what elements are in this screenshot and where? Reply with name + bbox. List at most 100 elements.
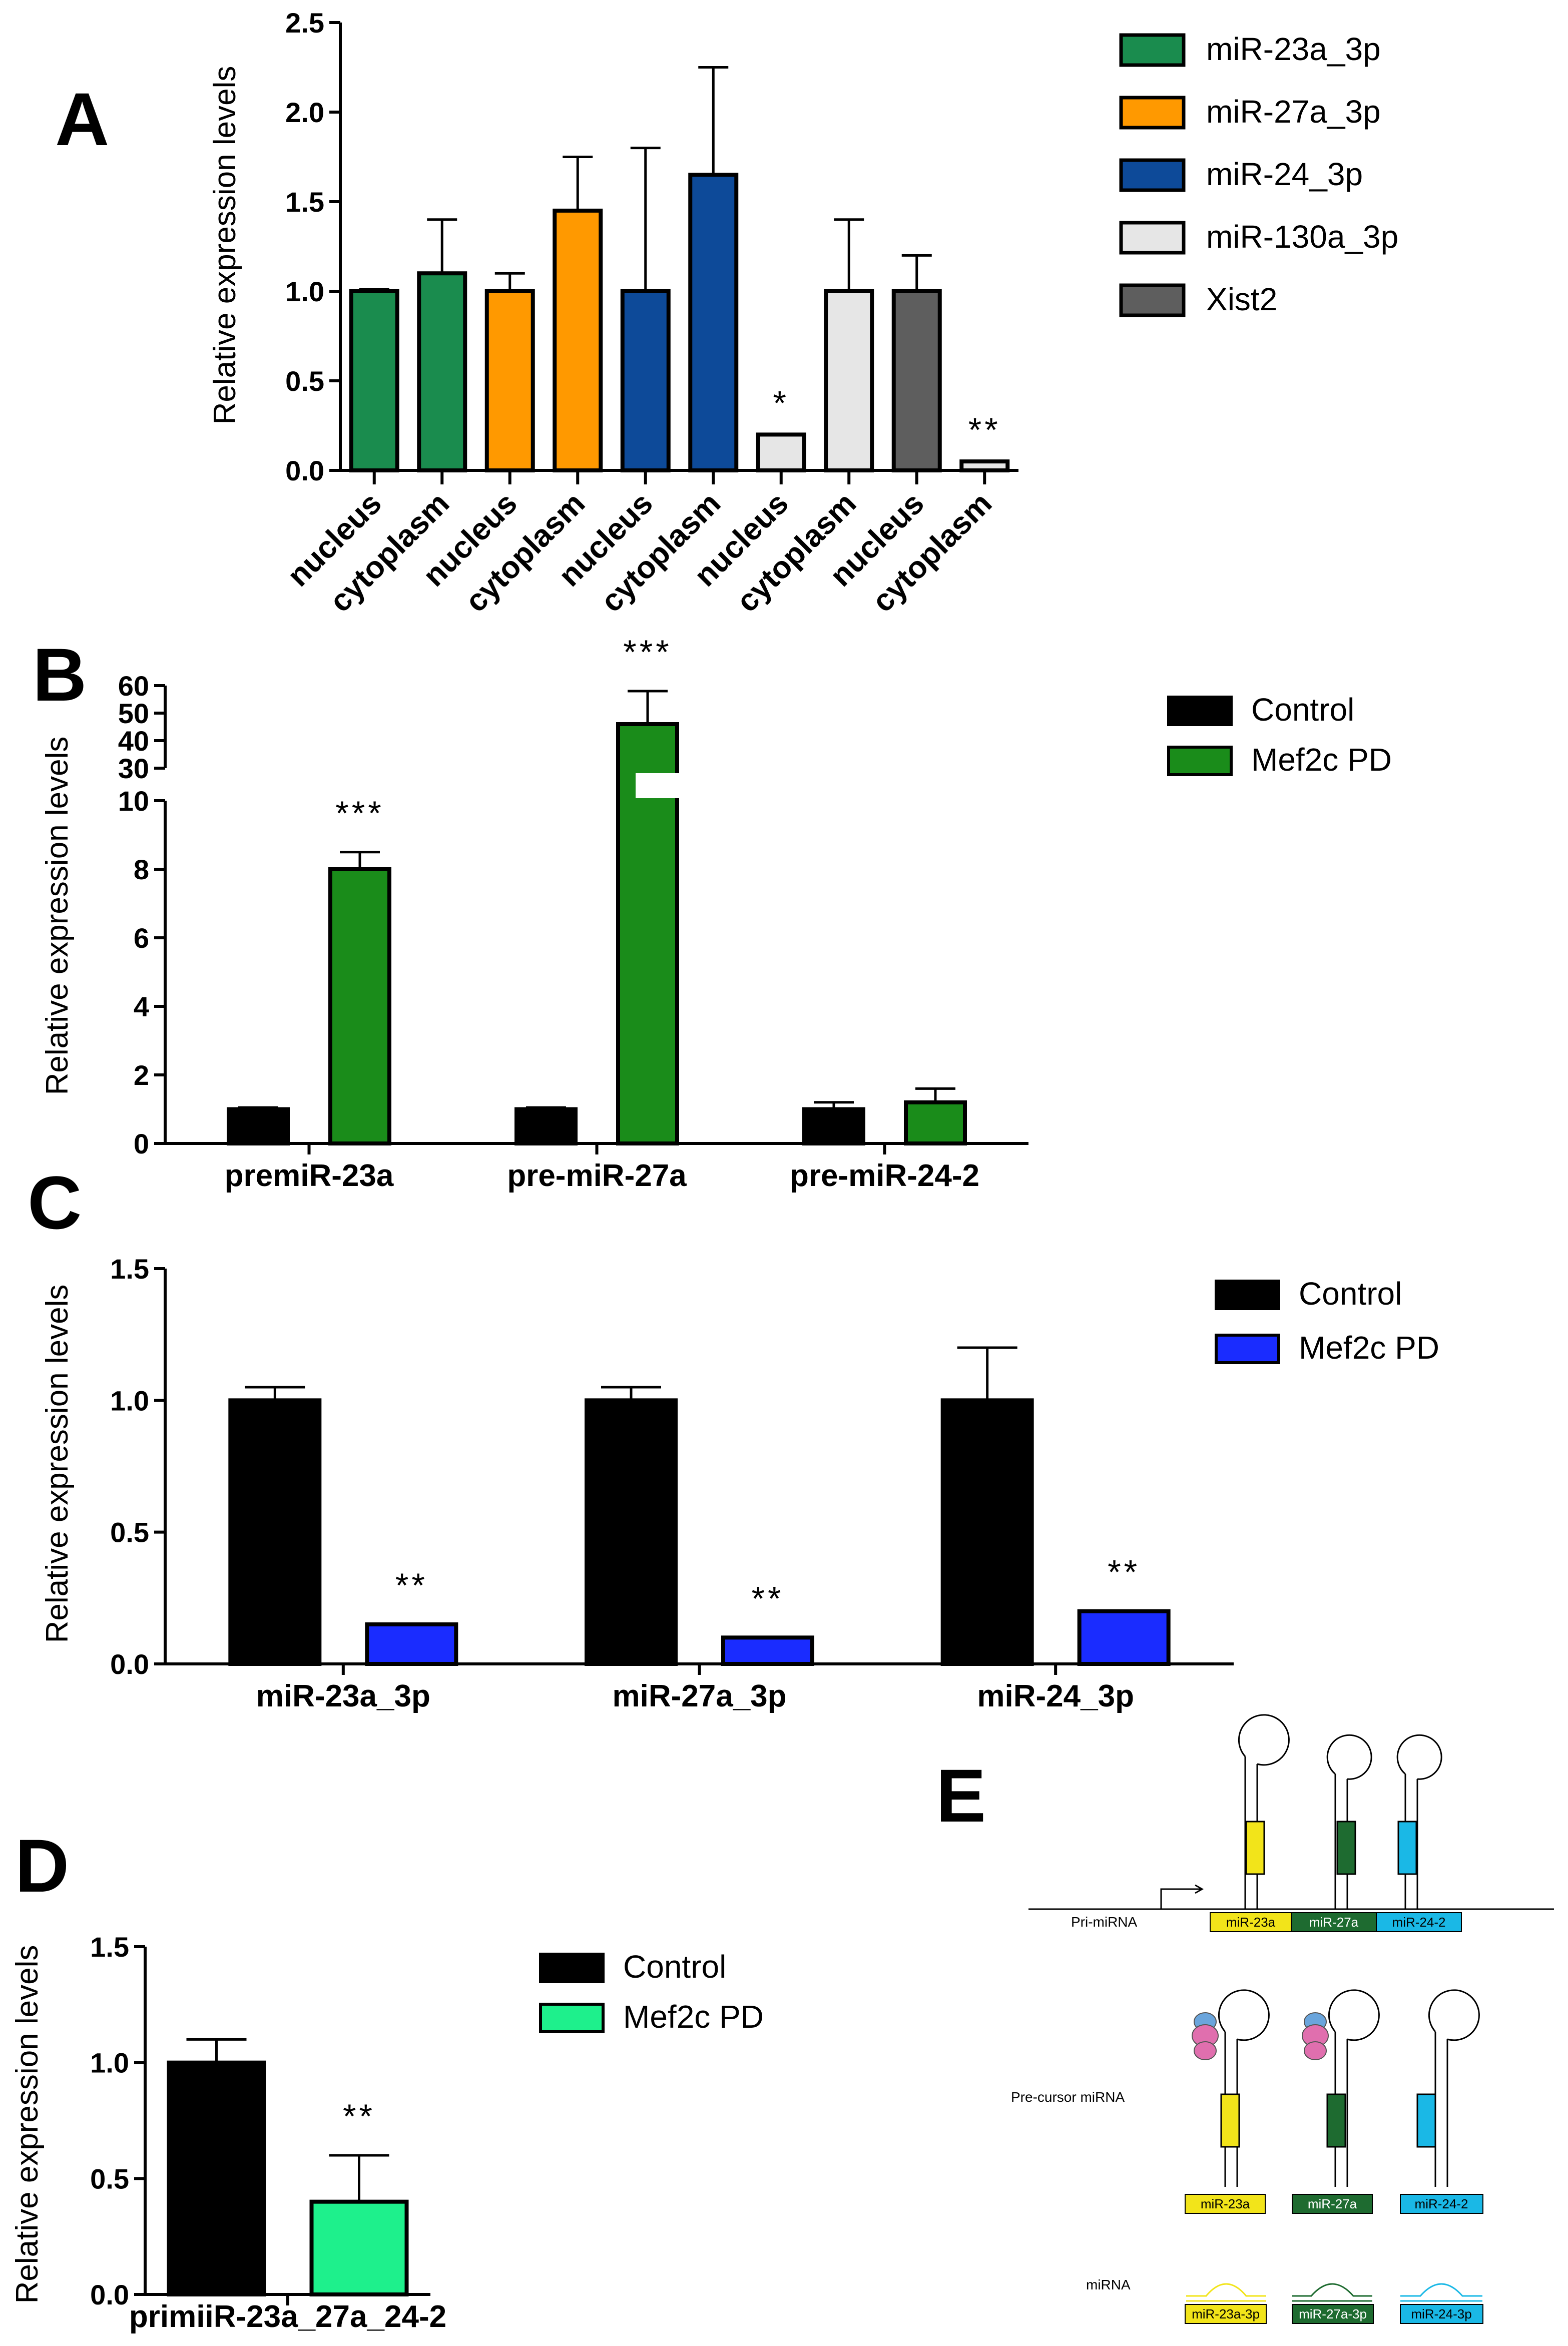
bar <box>585 1398 678 1666</box>
y-tick-label: 1.0 <box>110 1385 149 1416</box>
bar <box>891 289 942 472</box>
legend-label: Control <box>1251 692 1354 728</box>
y-tick-label: 0.0 <box>285 455 324 486</box>
bar <box>514 1107 578 1145</box>
significance-label: ** <box>1108 1553 1140 1591</box>
bar <box>688 173 739 472</box>
pri-segment-mir27a <box>1291 1912 1377 1932</box>
significance-label: *** <box>623 633 672 671</box>
row-label-pri: Pri-miRNA <box>1071 1914 1138 1930</box>
legend-swatch <box>1167 696 1233 726</box>
y-axis-title: Relative expression levels <box>40 737 75 1095</box>
legend-label: Control <box>623 1949 726 1985</box>
row-label-pre: Pre-cursor miRNA <box>1011 2089 1125 2105</box>
pre-hairpin-3 <box>1428 1989 1480 2187</box>
legend-label: miR-23a_3p <box>1206 31 1381 67</box>
legend-label: miR-130a_3p <box>1206 219 1398 255</box>
significance-label: ** <box>968 411 1001 449</box>
mature-label-mir27a: miR-27a-3p <box>1299 2306 1367 2321</box>
mature-label-box-mir27a <box>1292 2304 1374 2324</box>
pre-stem-mir24 <box>1416 2093 1436 2148</box>
pri-hairpin-1 <box>1238 1714 1290 1909</box>
row-label-mirna: miRNA <box>1086 2277 1131 2292</box>
y-tick-label: 40 <box>118 725 149 757</box>
pri-segment-label-mir27a: miR-27a <box>1309 1915 1359 1930</box>
legend-swatch <box>539 2003 605 2033</box>
y-tick-label: 2.5 <box>285 7 324 39</box>
legend-swatch <box>1119 96 1186 130</box>
y-tick-label: 1.5 <box>110 1253 149 1285</box>
y-tick-label: 2 <box>134 1059 149 1091</box>
legend-swatch <box>1215 1280 1280 1310</box>
significance-label: * <box>773 384 789 422</box>
legend-swatch <box>539 1953 605 1983</box>
y-tick-label: 6 <box>134 922 149 954</box>
y-tick-label: 1.5 <box>90 1931 129 1963</box>
bar <box>1077 1609 1171 1666</box>
y-axis-title: Relative expression levels <box>10 1945 45 2304</box>
promoter-arrowhead-icon <box>1195 1884 1204 1894</box>
legend-label: Xist2 <box>1206 281 1277 317</box>
y-tick-label: 0.5 <box>110 1517 149 1548</box>
legend-label: Mef2c PD <box>1251 742 1392 778</box>
x-tick-label: primiiR-23a_27a_24-2 <box>129 2299 446 2334</box>
legend-swatch <box>1167 746 1233 776</box>
y-tick-label: 50 <box>118 698 149 729</box>
x-tick-label: miR-24_3p <box>977 1679 1134 1713</box>
axis-break-gap <box>636 773 736 798</box>
y-tick-label: 1.0 <box>90 2047 129 2079</box>
bar <box>802 1107 865 1145</box>
panel-letter-d: D <box>15 1824 69 1908</box>
mature-duplex-icon-1 <box>1186 2283 1266 2302</box>
legend-label: Mef2c PD <box>1299 1330 1439 1366</box>
pre-stem-mir23a <box>1220 2093 1240 2148</box>
x-tick-label: miR-27a_3p <box>612 1679 786 1713</box>
x-tick-label: miR-23a_3p <box>256 1679 430 1713</box>
panel-letter-e: E <box>936 1753 986 1838</box>
pri-segment-label-mir23a: miR-23a <box>1226 1915 1276 1930</box>
x-tick-label: pre-miR-27a <box>507 1158 687 1193</box>
bar <box>904 1100 967 1146</box>
chart-d: 0.0 0.5 1.0 1.5 Relative expression levels pr… <box>10 1931 764 2334</box>
y-tick-label: 0.0 <box>90 2279 129 2310</box>
mature-label-box-mir23a <box>1185 2304 1267 2324</box>
pri-stem-mir24 <box>1397 1821 1417 1875</box>
bar <box>824 289 874 472</box>
y-tick-label: 1.0 <box>285 276 324 307</box>
bar <box>228 1398 322 1666</box>
chart-c: 0.0 0.5 1.0 1.5 Relative expression levels mi… <box>40 1253 1439 1713</box>
bar <box>756 432 806 473</box>
bar <box>167 2060 266 2296</box>
y-tick-label: 8 <box>134 854 149 885</box>
legend-swatch <box>1119 221 1186 255</box>
bar <box>417 271 467 472</box>
y-axis-title: Relative expression levels <box>40 1285 75 1643</box>
bar <box>553 208 603 472</box>
pre-stem-mir27a <box>1326 2093 1346 2148</box>
legend-swatch <box>1119 33 1186 67</box>
bar <box>349 289 399 472</box>
bar <box>721 1635 814 1666</box>
pri-segment-mir24 <box>1376 1912 1462 1932</box>
pre-label-box-mir23a <box>1185 2194 1266 2214</box>
diagram-e: Pri-miRNA Pre-cursor miRNA miRNA miR-23a… <box>1011 1714 1554 2324</box>
pri-stem-mir27a <box>1336 1821 1356 1875</box>
y-tick-label: 0.5 <box>285 365 324 397</box>
y-tick-label: 60 <box>118 670 149 702</box>
dicer-complex-icon-1 <box>1192 2012 1219 2060</box>
bar <box>328 867 391 1145</box>
mature-label-mir24: miR-24-3p <box>1411 2306 1471 2321</box>
bar <box>484 289 535 472</box>
pre-label-mir24: miR-24-2 <box>1415 2196 1468 2211</box>
bar <box>309 2199 409 2296</box>
significance-label: *** <box>335 794 384 832</box>
pre-label-box-mir24 <box>1400 2194 1483 2214</box>
x-tick-label: premiR-23a <box>225 1158 394 1193</box>
legend-label: miR-27a_3p <box>1206 94 1381 130</box>
y-tick-label: 30 <box>118 753 149 784</box>
bar <box>959 459 1010 472</box>
legend-swatch <box>1119 158 1186 192</box>
y-tick-label: 1.5 <box>285 186 324 218</box>
